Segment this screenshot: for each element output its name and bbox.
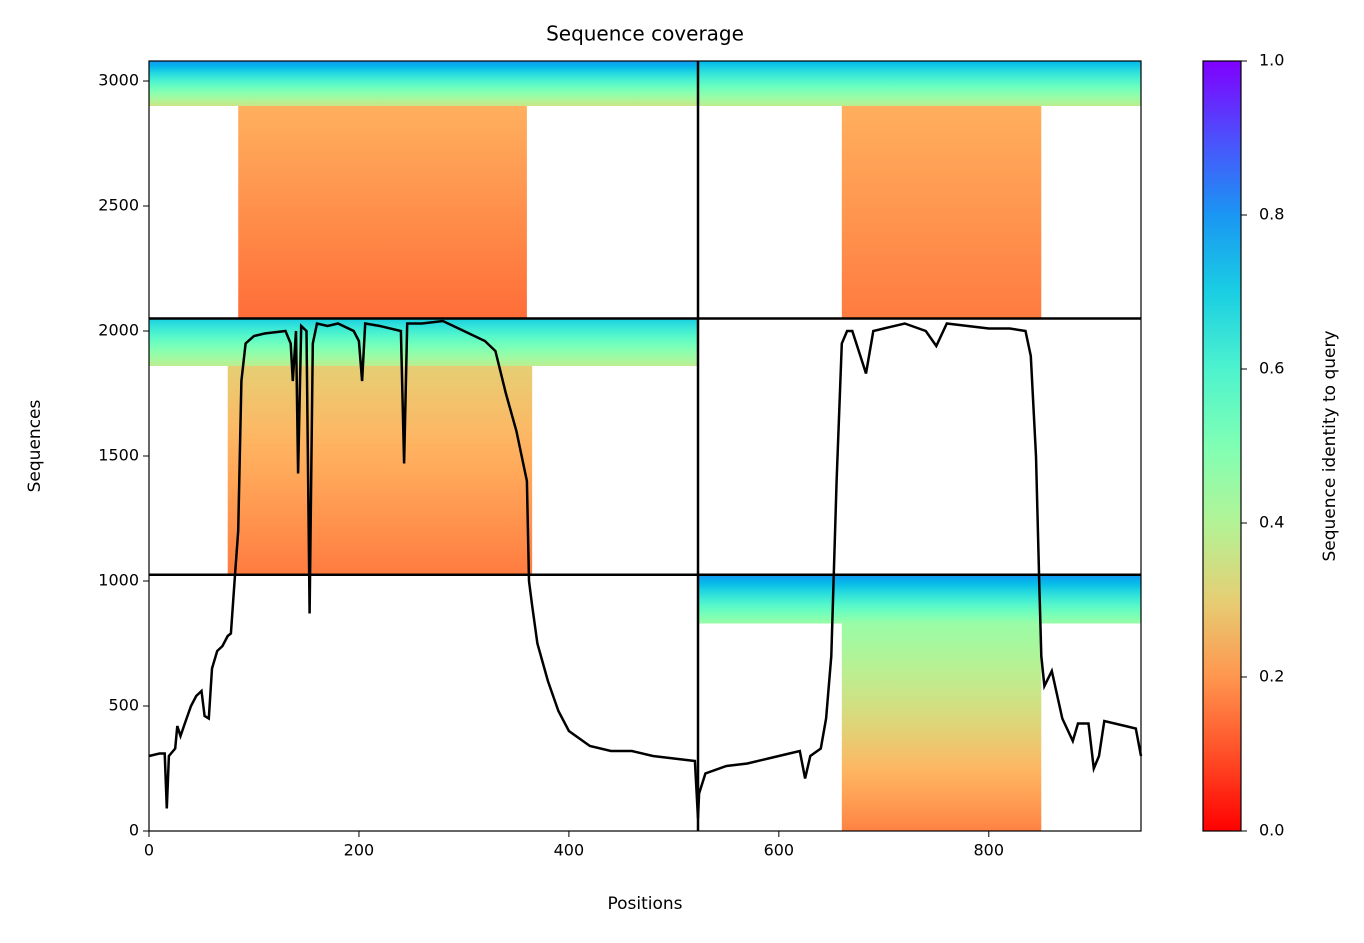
y-tick-label: 500 [108, 696, 139, 715]
coverage-line [148, 319, 1143, 819]
msa-block [698, 574, 1141, 624]
colorbar-tick-label: 0.0 [1259, 821, 1284, 840]
msa-block [227, 366, 533, 575]
chart-title: Sequence coverage [546, 22, 744, 46]
x-tick-label: 0 [144, 841, 154, 860]
colorbar-tick-label: 0.4 [1259, 513, 1284, 532]
y-tick-label: 1500 [98, 446, 139, 465]
y-tick-label: 1000 [98, 571, 139, 590]
y-axis-label: Sequences [25, 400, 45, 493]
msa-block [698, 61, 1141, 106]
msa-block [149, 318, 699, 366]
msa-block [149, 61, 699, 106]
colorbar-tick-label: 0.8 [1259, 205, 1284, 224]
y-tick-label: 0 [129, 821, 139, 840]
msa-block [841, 623, 1042, 831]
plot-frame [148, 60, 1142, 832]
msa-block [238, 106, 527, 319]
msa-block [841, 106, 1042, 319]
colorbar-label: Sequence identity to query [1320, 330, 1340, 561]
colorbar [1202, 60, 1242, 832]
x-tick-label: 800 [974, 841, 1005, 860]
x-tick-label: 200 [344, 841, 375, 860]
x-axis-label: Positions [607, 894, 682, 914]
y-tick-label: 2000 [98, 321, 139, 340]
colorbar-tick-label: 0.2 [1259, 667, 1284, 686]
x-tick-label: 400 [554, 841, 585, 860]
x-tick-label: 600 [764, 841, 795, 860]
colorbar-tick-label: 1.0 [1259, 51, 1284, 70]
colorbar-tick-label: 0.6 [1259, 359, 1284, 378]
y-tick-label: 2500 [98, 196, 139, 215]
y-tick-label: 3000 [98, 71, 139, 90]
